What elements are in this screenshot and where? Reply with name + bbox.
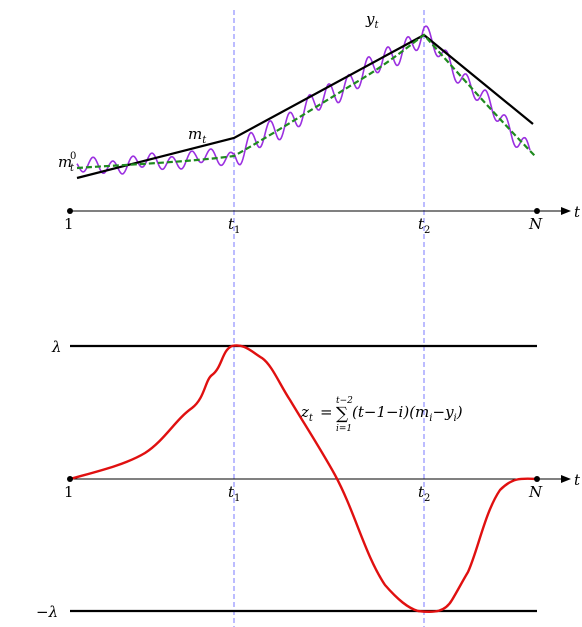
label-m-t: mt — [188, 125, 207, 146]
top-axis-point-1 — [67, 208, 73, 214]
top-axis-point-N — [534, 208, 540, 214]
top-tick-N: N — [528, 215, 543, 233]
label-y-t: yt — [365, 10, 379, 31]
upper-bound-label: λ — [51, 338, 62, 356]
top-axis-label: t — [574, 203, 581, 221]
svg-text:t−2: t−2 — [336, 396, 353, 406]
bottom-axis-point-1 — [67, 476, 73, 482]
svg-text:∑: ∑ — [336, 404, 348, 424]
bottom-axis-point-N — [534, 476, 540, 482]
svg-text:zt: zt — [300, 403, 314, 424]
lower-bound-label: −λ — [36, 603, 58, 621]
svg-text:(t−1−i)(mi−yi): (t−1−i)(mi−yi) — [352, 403, 463, 424]
top-tick-t2: t2 — [418, 215, 430, 236]
z-formula: zt = ∑ t−2 i=1 (t−1−i)(mi−yi) — [300, 396, 463, 434]
svg-text:=: = — [320, 403, 333, 421]
bottom-panel: λ −λ t 1 t1 t2 N zt = ∑ t−2 i=1 (t−1−i)(… — [36, 338, 581, 621]
bottom-tick-1: 1 — [64, 483, 74, 501]
trend-line — [76, 33, 534, 180]
estimate-curve — [76, 33, 537, 170]
bottom-axis-label: t — [574, 471, 581, 489]
z-curve — [69, 344, 538, 614]
top-tick-t1: t1 — [228, 215, 240, 236]
svg-text:i=1: i=1 — [336, 424, 352, 434]
bottom-tick-N: N — [528, 483, 543, 501]
top-panel: t 1 t1 t2 N yt mt mt0 — [58, 10, 581, 236]
bottom-tick-t1: t1 — [228, 483, 240, 504]
label-m-t-0: mt0 — [58, 151, 76, 174]
top-tick-1: 1 — [64, 215, 74, 233]
bottom-tick-t2: t2 — [418, 483, 430, 504]
